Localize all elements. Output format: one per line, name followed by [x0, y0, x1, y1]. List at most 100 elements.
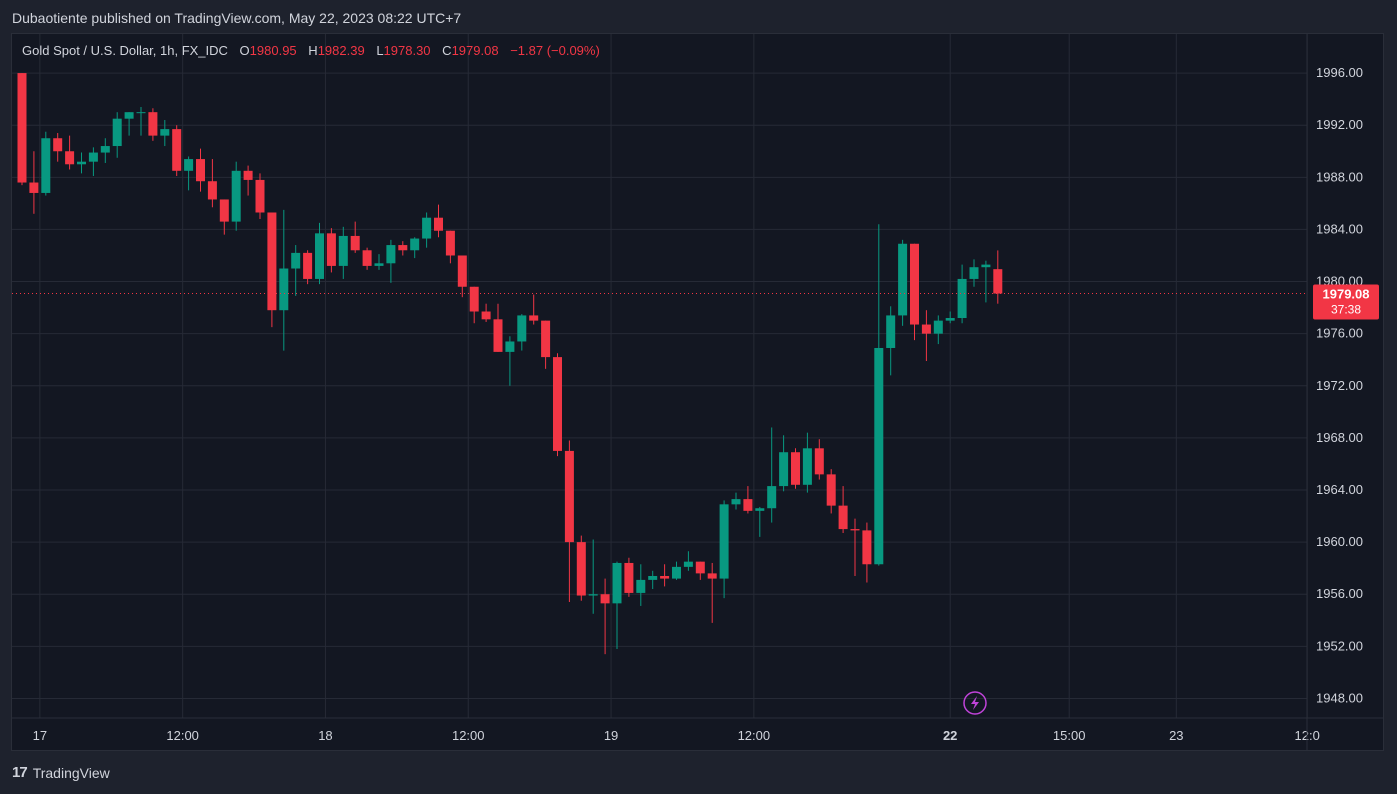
candle-body	[184, 159, 194, 171]
candle-body	[672, 566, 681, 579]
candle-body	[779, 452, 789, 487]
low-label: L	[376, 43, 384, 58]
y-tick-label: 1972.00	[1316, 378, 1363, 393]
candle-body	[695, 561, 705, 574]
y-tick-label: 1968.00	[1316, 430, 1363, 445]
candle-body	[969, 267, 979, 279]
candle-body	[386, 245, 396, 264]
price-tag-countdown: 37:38	[1331, 303, 1361, 317]
candle-body	[981, 264, 991, 268]
candle-body	[410, 238, 420, 251]
candle-body	[529, 315, 539, 321]
candle-body	[791, 452, 800, 485]
candle-body	[576, 542, 586, 596]
candle-body	[993, 269, 1003, 294]
high-value: 1982.39	[317, 43, 365, 58]
candle-body	[481, 311, 491, 320]
candlestick-chart[interactable]: 1996.001992.001988.001984.001980.001976.…	[12, 34, 1383, 750]
brand-name[interactable]: TradingView	[32, 764, 110, 781]
candle-body	[838, 505, 848, 530]
candle-body	[124, 112, 134, 119]
close-value: 1979.08	[451, 43, 499, 58]
open-label: O	[239, 43, 250, 58]
candle-body	[826, 474, 836, 506]
high-label: H	[308, 43, 318, 58]
candle-body	[648, 575, 658, 580]
candle-body	[65, 151, 75, 165]
candle-body	[160, 129, 170, 136]
candle-body	[898, 243, 908, 316]
candle-body	[350, 235, 360, 251]
price-tag-value: 1979.08	[1323, 287, 1370, 302]
y-tick-label: 1976.00	[1316, 326, 1363, 341]
x-tick-label: 22	[943, 728, 957, 743]
candle-body	[564, 450, 574, 543]
candle-body	[850, 529, 860, 531]
candle-body	[231, 170, 241, 222]
candle-body	[553, 357, 562, 451]
candle-body	[255, 179, 265, 213]
symbol-label[interactable]: Gold Spot / U.S. Dollar, 1h, FX_IDC	[22, 43, 228, 58]
candle-body	[683, 561, 693, 567]
candle-body	[624, 562, 634, 593]
candle-body	[517, 315, 527, 342]
footer: 17 TradingView	[12, 764, 110, 781]
candle-body	[731, 499, 741, 505]
y-tick-label: 1956.00	[1316, 586, 1363, 601]
x-tick-label: 23	[1169, 728, 1183, 743]
ohlc-legend: Gold Spot / U.S. Dollar, 1h, FX_IDC O198…	[22, 43, 600, 58]
candle-body	[612, 562, 622, 604]
candle-body	[493, 319, 503, 352]
candle-body	[505, 341, 515, 352]
candle-body	[112, 118, 122, 147]
candle-body	[338, 235, 348, 266]
y-tick-label: 1984.00	[1316, 221, 1363, 236]
candle-body	[541, 320, 551, 358]
y-tick-label: 1960.00	[1316, 534, 1363, 549]
candle-body	[374, 263, 384, 266]
y-tick-label: 1952.00	[1316, 638, 1363, 653]
candle-body	[17, 73, 27, 183]
open-value: 1980.95	[249, 43, 297, 58]
candle-body	[874, 347, 884, 565]
candle-body	[196, 159, 205, 182]
candle-body	[814, 448, 824, 475]
candle-body	[755, 508, 765, 511]
publisher-line: Dubaotiente published on TradingView.com…	[12, 10, 462, 26]
x-tick-label: 17	[33, 728, 47, 743]
candle-body	[600, 594, 610, 604]
low-value: 1978.30	[383, 43, 431, 58]
candle-body	[422, 217, 432, 239]
chart-panel[interactable]: 1996.00 1992.00 1988.00 1984.00 1980.00 1976.…	[11, 33, 1384, 751]
candle-body	[802, 448, 812, 485]
candle-body	[53, 138, 63, 152]
x-tick-label: 12:00	[166, 728, 199, 743]
candle-body	[41, 138, 51, 193]
candle-body	[219, 199, 229, 222]
x-tick-label: 15:00	[1053, 728, 1086, 743]
candle-body	[362, 250, 372, 266]
close-label: C	[442, 43, 452, 58]
candle-body	[326, 233, 336, 266]
candle-body	[77, 161, 86, 165]
y-tick-label: 1988.00	[1316, 169, 1363, 184]
candle-body	[303, 252, 313, 279]
x-tick-label: 12:00	[452, 728, 485, 743]
candle-body	[267, 212, 277, 311]
candle-body	[707, 573, 717, 579]
candle-body	[291, 252, 301, 269]
candle-body	[457, 255, 467, 287]
candle-body	[636, 579, 646, 593]
candle-body	[910, 243, 919, 325]
candle-body	[469, 286, 479, 312]
candle-body	[398, 245, 408, 251]
y-tick-label: 1992.00	[1316, 117, 1363, 132]
candle-body	[29, 182, 39, 193]
lightning-bolt	[971, 696, 979, 710]
tradingview-logo-icon[interactable]: 17	[12, 764, 28, 781]
candle-body	[719, 504, 729, 579]
candle-body	[933, 320, 943, 334]
candle-body	[945, 318, 955, 321]
candle-body	[445, 230, 455, 256]
candle-body	[743, 499, 753, 511]
